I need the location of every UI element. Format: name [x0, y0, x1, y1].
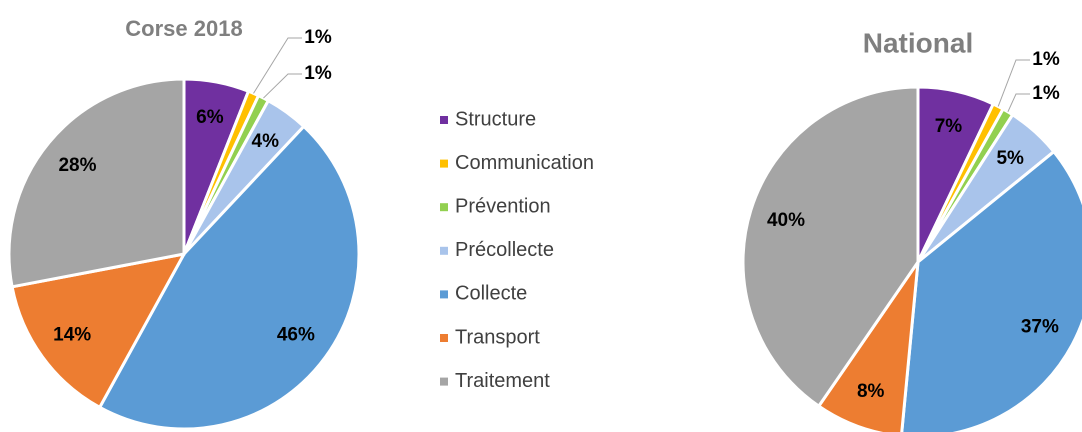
pie-slice	[741, 85, 920, 409]
legend-swatch	[440, 334, 448, 342]
data-label: 14%	[53, 324, 91, 345]
data-label: 1%	[304, 27, 332, 48]
legend-swatch	[440, 377, 448, 386]
legend-label: Transport	[455, 326, 540, 348]
leader-line	[263, 73, 302, 99]
data-label: 4%	[252, 131, 280, 152]
leader-line	[1007, 93, 1030, 113]
data-label: 1%	[304, 63, 332, 84]
data-label: 6%	[196, 107, 224, 128]
data-label: 1%	[1032, 49, 1060, 70]
pie-slice	[816, 256, 921, 432]
leader-line	[997, 59, 1030, 107]
legend-label: Structure	[455, 108, 536, 130]
data-label: 1%	[1032, 83, 1060, 104]
legend-label: Traitement	[455, 370, 550, 392]
pie-slice	[7, 77, 186, 289]
data-label: 37%	[1021, 316, 1059, 337]
data-label: 46%	[277, 324, 315, 345]
legend-label: Collecte	[455, 283, 527, 305]
chart-title: National	[863, 27, 973, 58]
data-label: 5%	[996, 148, 1024, 169]
legend-label: Prévention	[455, 195, 551, 217]
legend-swatch	[440, 290, 448, 299]
pie-slice	[97, 124, 361, 431]
data-label: 28%	[58, 155, 96, 176]
data-label: 7%	[935, 116, 963, 137]
leader-line	[253, 37, 302, 94]
legend-swatch	[440, 159, 448, 168]
legend-swatch	[440, 203, 448, 212]
legend-swatch	[440, 116, 448, 124]
pie-slice	[900, 149, 1082, 432]
pie-slice	[10, 251, 187, 410]
legend-label: Communication	[455, 152, 594, 174]
chart-title: Corse 2018	[125, 16, 242, 41]
data-label: 40%	[767, 210, 805, 231]
legend-swatch	[440, 246, 448, 255]
legend-label: Précollecte	[455, 239, 554, 261]
data-label: 8%	[857, 381, 885, 402]
